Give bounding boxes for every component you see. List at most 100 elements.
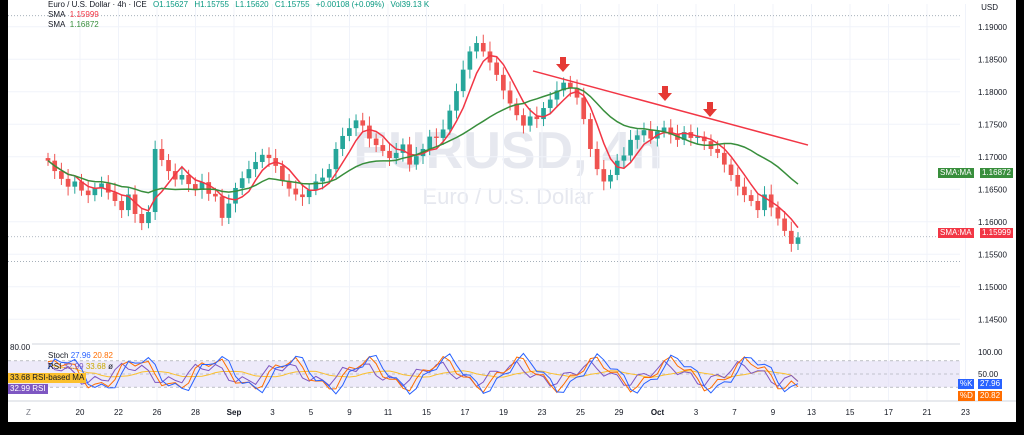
open-value: O1.15627 bbox=[152, 0, 189, 9]
down-arrow-icon bbox=[707, 102, 713, 109]
price-tick-label: 1.15500 bbox=[978, 250, 1007, 259]
time-tick-label: 13 bbox=[807, 408, 816, 417]
candle-body bbox=[65, 178, 71, 187]
stoch-d-badge-label: %D bbox=[960, 391, 973, 400]
down-arrow-icon bbox=[560, 57, 566, 64]
stoch-k-price: 27.96 bbox=[978, 379, 1003, 389]
sma2-row[interactable]: SMA 1.16872 bbox=[48, 20, 433, 30]
price-tick-label: 1.15000 bbox=[978, 283, 1007, 292]
sma-fast-price: 1.15999 bbox=[980, 228, 1013, 238]
candle-body bbox=[45, 158, 51, 161]
rsi-legend[interactable]: RSI 32.99 33.68 ø bbox=[48, 362, 113, 372]
change-value: +0.00108 (+0.09%) bbox=[315, 0, 385, 9]
candle-body bbox=[239, 178, 245, 188]
down-arrow-icon bbox=[556, 64, 570, 72]
candle-body bbox=[648, 130, 654, 139]
candle-body bbox=[79, 181, 84, 191]
time-tick-label: 20 bbox=[76, 408, 85, 417]
time-tick-label: 17 bbox=[884, 408, 893, 417]
candle-body bbox=[186, 174, 191, 185]
price-tick-label: 1.19000 bbox=[978, 23, 1007, 32]
candle-body bbox=[721, 152, 727, 165]
chart-canvas[interactable]: EURUSD, 4h Euro / U.S. Dollar 1.190001.1… bbox=[8, 0, 1016, 422]
candle-body bbox=[112, 192, 118, 201]
stoch-k-value: 27.96 bbox=[70, 351, 91, 360]
candle-body bbox=[447, 110, 453, 130]
candle-body bbox=[259, 154, 265, 162]
chart-panel: EURUSD, 4h Euro / U.S. Dollar 1.19000 1.1… bbox=[8, 0, 1016, 422]
price-tick-label: 1.17500 bbox=[978, 120, 1007, 129]
time-tick-label: 23 bbox=[538, 408, 547, 417]
candle-body bbox=[146, 212, 151, 224]
oscillator-tick-50: 50.00 bbox=[978, 370, 999, 379]
close-value: C1.15755 bbox=[274, 0, 310, 9]
rsi-extra: ø bbox=[108, 362, 113, 371]
rsi-ma-badge-label: RSI-based MA bbox=[32, 373, 85, 382]
price-tick-label: 1.18500 bbox=[978, 55, 1007, 64]
candle-body bbox=[233, 187, 238, 204]
price-tick-label: 1.17000 bbox=[978, 153, 1007, 162]
time-tick-label: 23 bbox=[961, 408, 970, 417]
candle-body bbox=[675, 134, 680, 140]
candle-body bbox=[748, 195, 754, 201]
time-tick-label: 9 bbox=[347, 408, 352, 417]
candle-body bbox=[507, 90, 513, 104]
trendline[interactable] bbox=[532, 70, 809, 146]
oscillator-legend[interactable]: Stoch 27.96 20.82 bbox=[48, 351, 113, 361]
candle-body bbox=[474, 43, 479, 52]
zoom-icon[interactable]: Z bbox=[26, 408, 31, 417]
rsi-ma-badge-value: 33.68 bbox=[10, 373, 31, 382]
price-tick-label: 1.16500 bbox=[978, 185, 1007, 194]
sma-fast-badge: SMA:MA bbox=[938, 228, 974, 238]
candle-body bbox=[681, 132, 687, 140]
down-arrow-icon bbox=[703, 109, 717, 117]
candle-body bbox=[588, 119, 593, 149]
candle-body bbox=[621, 155, 627, 161]
candle-body bbox=[99, 183, 104, 188]
candle-body bbox=[367, 125, 372, 139]
time-tick-label: 15 bbox=[846, 408, 855, 417]
sma2-label: SMA bbox=[48, 20, 66, 29]
candle-body bbox=[400, 144, 406, 153]
time-tick-label: Sep bbox=[227, 408, 242, 417]
candle-body bbox=[561, 82, 566, 91]
candle-body bbox=[454, 91, 459, 111]
rsi-ma-badge: 33.68 RSI-based MA bbox=[8, 373, 87, 383]
price-tick-label: 1.14500 bbox=[978, 315, 1007, 324]
stoch-k-badge: %K bbox=[958, 379, 975, 389]
stoch-label: Stoch bbox=[48, 351, 69, 360]
candle-body bbox=[413, 156, 419, 165]
time-tick-label: 15 bbox=[422, 408, 431, 417]
sma-slow-badge-label: SMA:MA bbox=[940, 168, 972, 177]
sma-fast-line bbox=[47, 54, 799, 229]
down-arrow-icon bbox=[662, 86, 668, 93]
price-axis[interactable]: 1.19000 1.18500 1.18000 1.17500 1.17000 1.165… bbox=[978, 23, 1007, 325]
rsi-value: 32.99 bbox=[63, 362, 84, 371]
rsi-ma-line bbox=[47, 362, 799, 382]
time-tick-label: 9 bbox=[771, 408, 776, 417]
candle-body bbox=[440, 129, 446, 138]
candle-body bbox=[514, 103, 520, 116]
symbol-label[interactable]: Euro / U.S. Dollar · 4h · ICE bbox=[48, 0, 147, 9]
candle-body bbox=[547, 99, 553, 109]
candle-body bbox=[581, 97, 587, 120]
sma-slow-line bbox=[47, 87, 799, 194]
time-tick-label: 25 bbox=[576, 408, 585, 417]
candle-body bbox=[795, 237, 801, 244]
sma1-row[interactable]: SMA 1.15999 bbox=[48, 10, 433, 20]
high-value: H1.15755 bbox=[194, 0, 230, 9]
candle-body bbox=[333, 148, 339, 170]
stoch-d-badge: %D bbox=[958, 391, 975, 401]
candle-body bbox=[527, 116, 533, 126]
low-value: L1.15620 bbox=[235, 0, 269, 9]
candle-body bbox=[554, 90, 560, 100]
time-axis[interactable]: 20 22 26 28 Sep 3 5 9 11 15 17 19 23 25 29 Oct 3 7 9 13 15 17… bbox=[76, 408, 971, 417]
candle-body bbox=[594, 148, 600, 170]
sma-fast-badge-label: SMA:MA bbox=[940, 228, 972, 237]
sma1-label: SMA bbox=[48, 10, 66, 19]
candle-body bbox=[353, 120, 359, 129]
candle-body bbox=[132, 194, 138, 214]
candle-body bbox=[119, 200, 125, 211]
candle-body bbox=[467, 51, 473, 70]
